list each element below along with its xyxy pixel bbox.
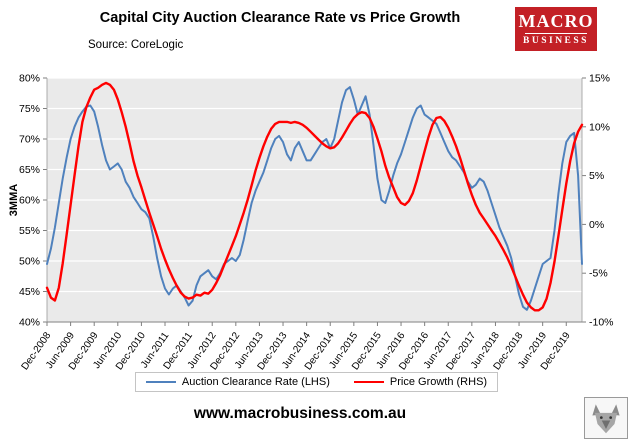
wolf-logo-icon [584, 397, 628, 439]
right-tick-label: -5% [589, 268, 608, 280]
clearance-line-swatch [145, 380, 176, 384]
right-tick-label: 15% [589, 73, 610, 85]
left-tick-label: 70% [19, 134, 40, 146]
legend-label-price-growth: Price Growth (RHS) [389, 376, 488, 388]
left-tick-label: 45% [19, 286, 40, 298]
left-tick-label: 60% [19, 195, 40, 207]
right-tick-label: 10% [589, 121, 610, 133]
source-note: Source: CoreLogic [88, 39, 184, 51]
right-tick-label: 5% [589, 170, 604, 182]
price-growth-line-swatch [353, 380, 384, 384]
price-growth-line [45, 81, 584, 312]
logo-divider [525, 32, 587, 34]
website-url: www.macrobusiness.com.au [193, 405, 407, 422]
legend-box: Auction Clearance Rate (LHS) Price Growt… [134, 372, 499, 392]
left-tick-label: 65% [19, 164, 40, 176]
legend: Auction Clearance Rate (LHS) Price Growt… [0, 372, 633, 392]
macrobusiness-logo: MACRO BUSINESS [515, 7, 597, 51]
chart-plot: 80% 75% 70% 65% 60% 55% 50% 45% 40% 15% 10% 5% 0% -5%… [19, 73, 614, 373]
left-tick-label: 75% [19, 103, 40, 115]
logo-line-business: BUSINESS [523, 35, 589, 46]
legend-label-clearance: Auction Clearance Rate (LHS) [181, 376, 330, 388]
left-tick-label: 50% [19, 256, 40, 268]
right-tick-label: 0% [589, 219, 604, 231]
auction-clearance-line [46, 86, 583, 311]
left-tick-label: 40% [19, 317, 40, 329]
logo-line-macro: MACRO [518, 10, 594, 31]
legend-item-price-growth: Price Growth (RHS) [353, 376, 488, 388]
legend-item-clearance: Auction Clearance Rate (LHS) [145, 376, 330, 388]
chart-title: Capital City Auction Clearance Rate vs P… [99, 10, 461, 26]
left-tick-label: 55% [19, 225, 40, 237]
right-tick-label: -10% [589, 317, 614, 329]
wolf-head-graphic [592, 404, 620, 434]
left-tick-label: 80% [19, 73, 40, 85]
